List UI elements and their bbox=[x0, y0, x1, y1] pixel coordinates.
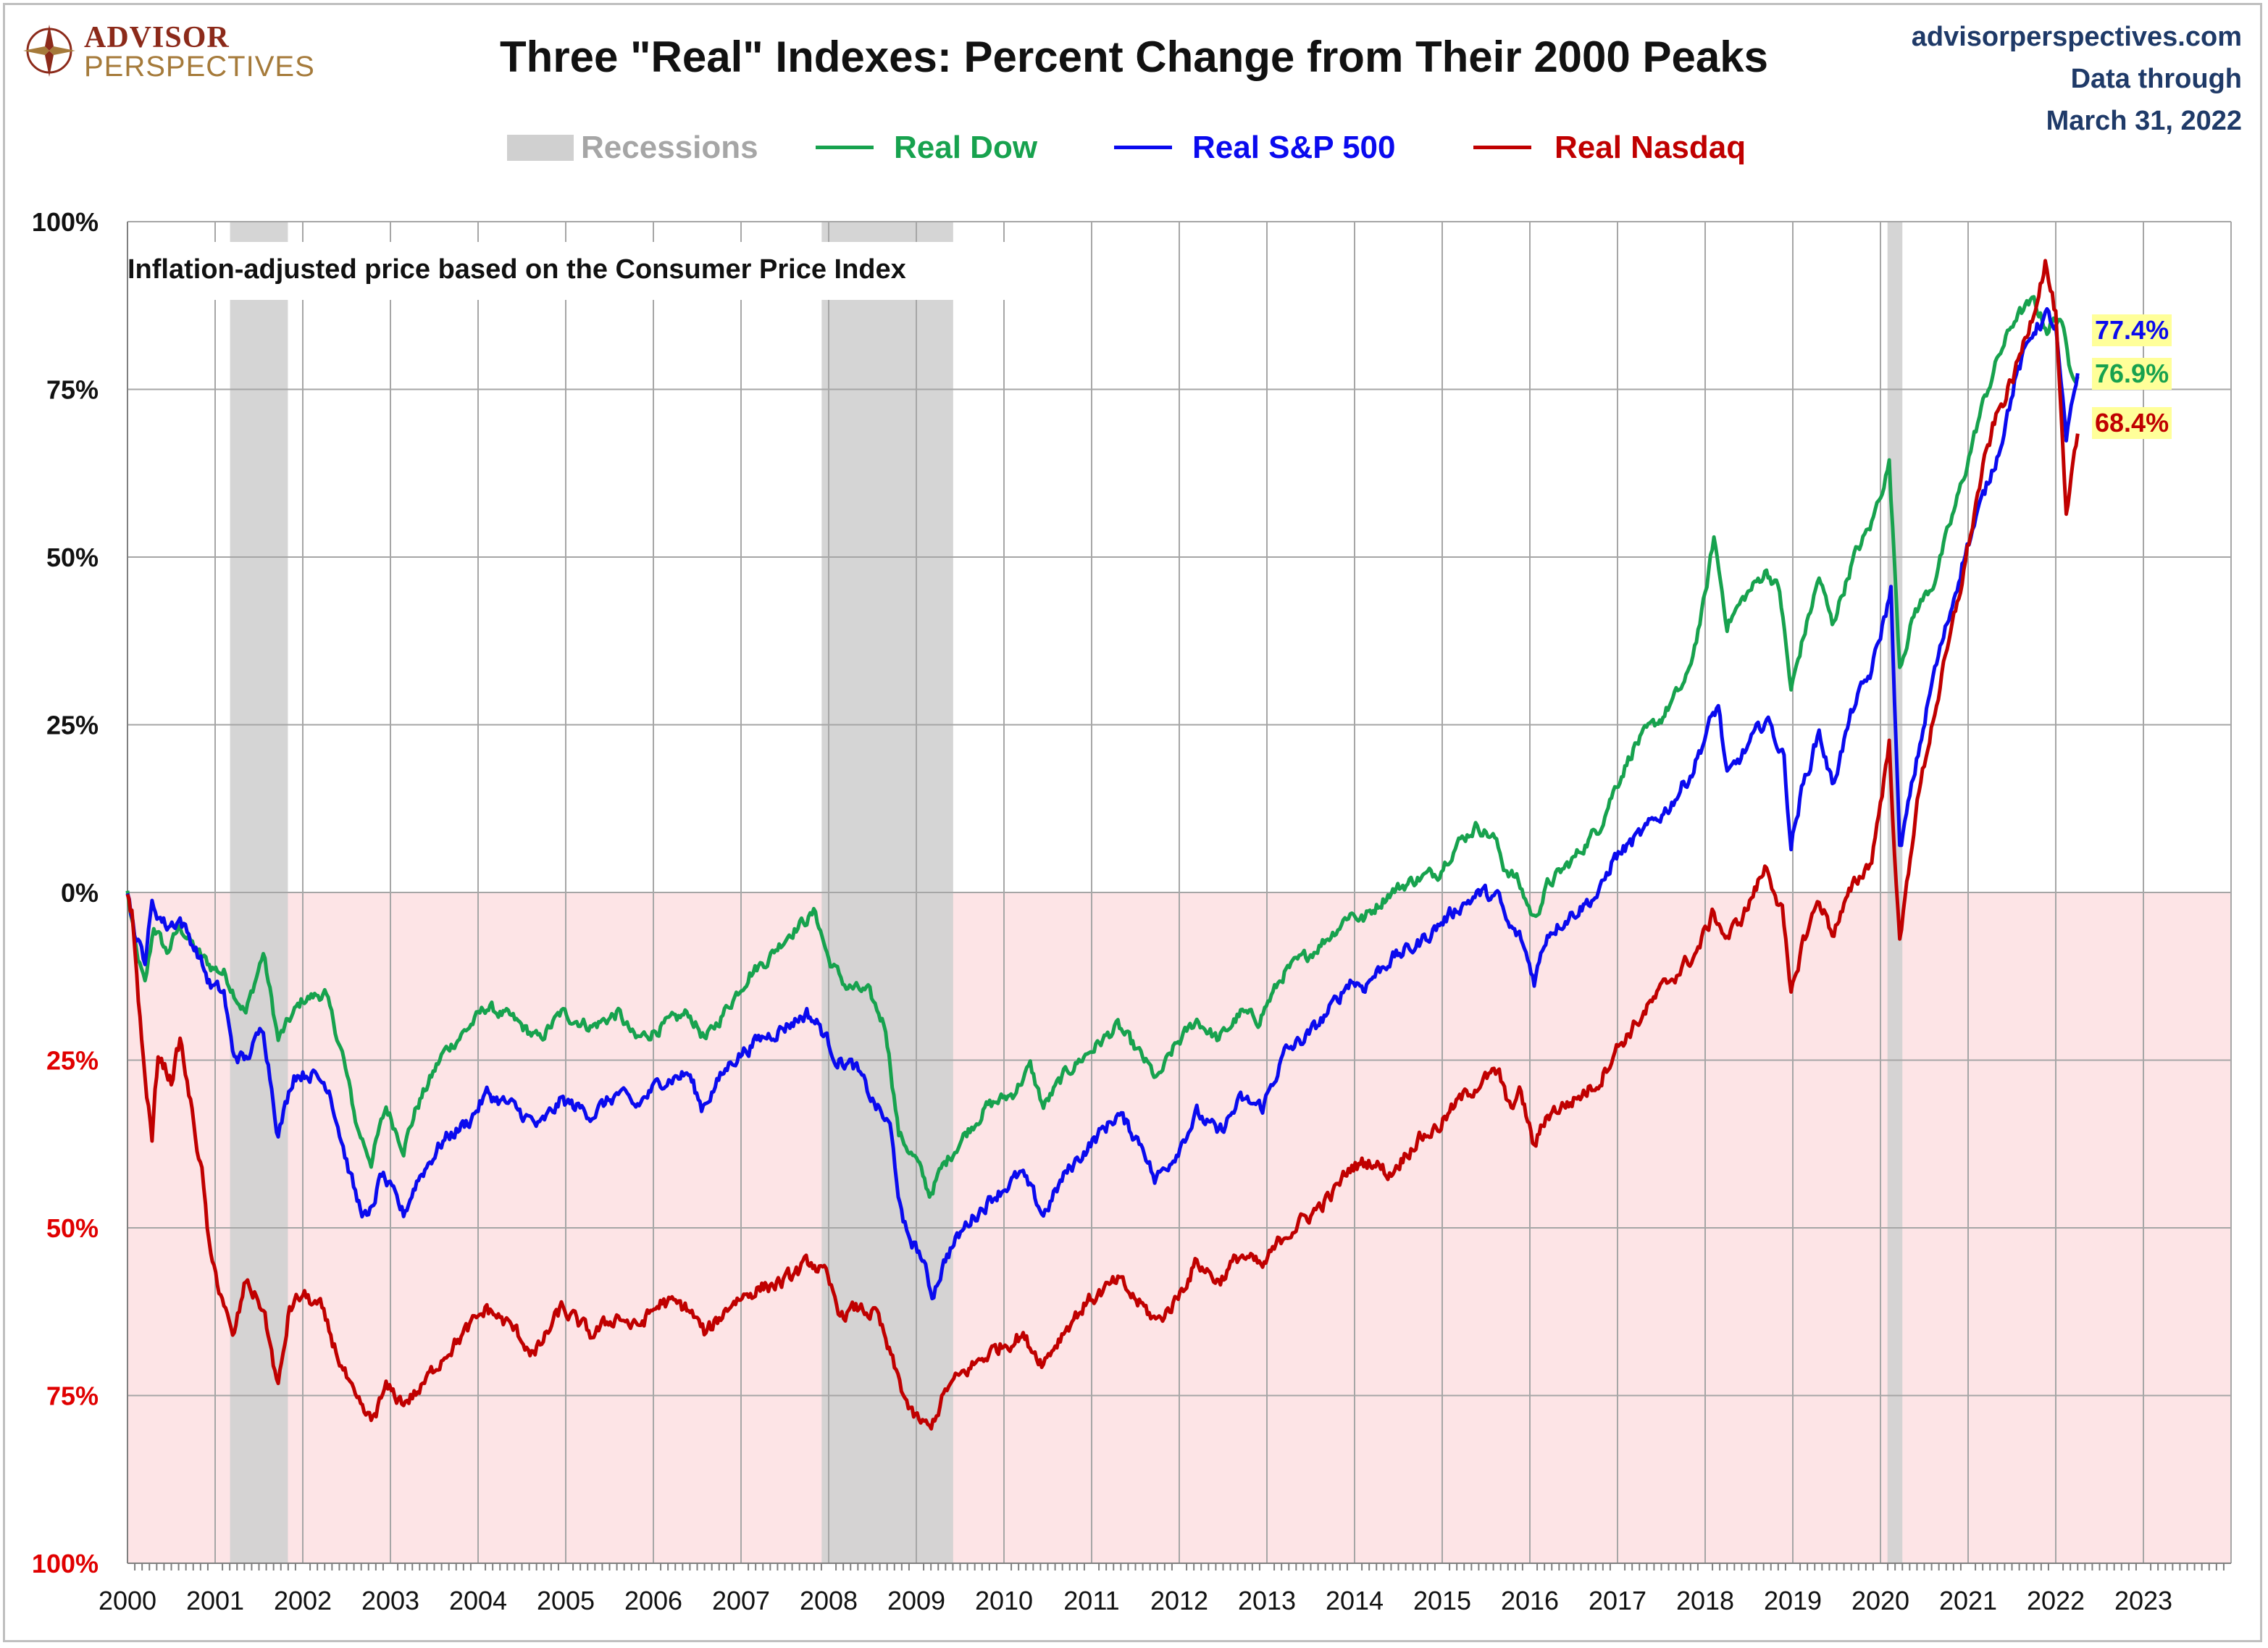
x-tick-label: 2018 bbox=[1676, 1586, 1734, 1615]
legend-item-sp500: Real S&P 500 bbox=[1114, 127, 1426, 168]
annotation-text: Inflation-adjusted price based on the Co… bbox=[127, 254, 906, 285]
x-tick-label: 2021 bbox=[1939, 1586, 1997, 1615]
x-tick-label: 2011 bbox=[1063, 1586, 1119, 1615]
x-tick-label: 2002 bbox=[274, 1586, 332, 1615]
x-tick-label: 2003 bbox=[361, 1586, 419, 1615]
x-tick-label: 2019 bbox=[1764, 1586, 1822, 1615]
x-tick-label: 2007 bbox=[712, 1586, 770, 1615]
source-site[interactable]: advisorperspectives.com bbox=[1911, 22, 2242, 52]
legend-label-recessions: Recessions bbox=[581, 130, 758, 165]
x-tick-label: 2010 bbox=[975, 1586, 1033, 1615]
y-tick-label: 50% bbox=[46, 543, 99, 572]
chart-title: Three "Real" Indexes: Percent Change fro… bbox=[500, 33, 1768, 81]
x-tick-label: 2008 bbox=[800, 1586, 858, 1615]
x-tick-label: 2014 bbox=[1326, 1586, 1384, 1615]
series-line-nasdaq bbox=[125, 259, 2080, 1431]
x-tick-label: 2022 bbox=[2027, 1586, 2085, 1615]
legend-swatch-recessions bbox=[507, 135, 574, 161]
legend-label-nasdaq: Real Nasdaq bbox=[1554, 130, 1746, 165]
end-label-sp500: 77.4% bbox=[2092, 314, 2172, 346]
x-tick-label: 2020 bbox=[1851, 1586, 1909, 1615]
series-line-dow bbox=[125, 295, 2080, 1199]
compass-rose-icon bbox=[23, 25, 75, 77]
y-tick-label: 100% bbox=[32, 1549, 99, 1578]
legend-item-dow: Real Dow bbox=[816, 127, 1076, 168]
chart-frame bbox=[3, 3, 2262, 1642]
source-date-line1: Data through bbox=[2070, 64, 2242, 94]
legend-item-nasdaq: Real Nasdaq bbox=[1473, 127, 1785, 168]
y-tick-label: 75% bbox=[46, 1381, 99, 1411]
y-tick-label: 0% bbox=[61, 878, 99, 908]
y-tick-label: 25% bbox=[46, 711, 99, 740]
x-tick-label: 2009 bbox=[887, 1586, 945, 1615]
x-tick-label: 2000 bbox=[99, 1586, 156, 1615]
legend-label-dow: Real Dow bbox=[894, 130, 1038, 165]
legend-item-recessions: Recessions bbox=[507, 127, 768, 168]
chart-legend: Recessions Real Dow Real S&P 500 Real Na… bbox=[0, 127, 2268, 168]
end-label-dow: 76.9% bbox=[2092, 358, 2172, 390]
x-tick-label: 2017 bbox=[1589, 1586, 1646, 1615]
x-tick-label: 2005 bbox=[537, 1586, 595, 1615]
y-tick-label: 100% bbox=[32, 207, 99, 237]
x-tick-label: 2015 bbox=[1413, 1586, 1471, 1615]
annotation-background bbox=[125, 242, 1059, 300]
x-tick-label: 2016 bbox=[1501, 1586, 1559, 1615]
x-tick-label: 2006 bbox=[624, 1586, 682, 1615]
end-label-nasdaq: 68.4% bbox=[2092, 407, 2172, 439]
legend-swatch-sp500 bbox=[1114, 146, 1172, 149]
x-tick-label: 2012 bbox=[1150, 1586, 1208, 1615]
logo-word-perspectives: PERSPECTIVES bbox=[84, 51, 315, 83]
advisor-perspectives-logo[interactable]: ADVISOR PERSPECTIVES bbox=[22, 19, 333, 91]
series-line-sp500 bbox=[125, 306, 2080, 1301]
x-tick-label: 2001 bbox=[186, 1586, 244, 1615]
source-date-line2: March 31, 2022 bbox=[2046, 106, 2242, 136]
x-tick-label: 2004 bbox=[449, 1586, 507, 1615]
source-block: advisorperspectives.com Data through Mar… bbox=[1912, 16, 2242, 142]
y-tick-label: 75% bbox=[46, 375, 99, 405]
legend-swatch-dow bbox=[816, 146, 874, 149]
y-tick-label: 25% bbox=[46, 1046, 99, 1076]
x-tick-label: 2023 bbox=[2114, 1586, 2172, 1615]
y-tick-label: 50% bbox=[46, 1213, 99, 1243]
x-tick-label: 2013 bbox=[1238, 1586, 1296, 1615]
legend-label-sp500: Real S&P 500 bbox=[1192, 130, 1396, 165]
logo-word-advisor: ADVISOR bbox=[84, 21, 230, 54]
legend-swatch-nasdaq bbox=[1473, 146, 1531, 149]
